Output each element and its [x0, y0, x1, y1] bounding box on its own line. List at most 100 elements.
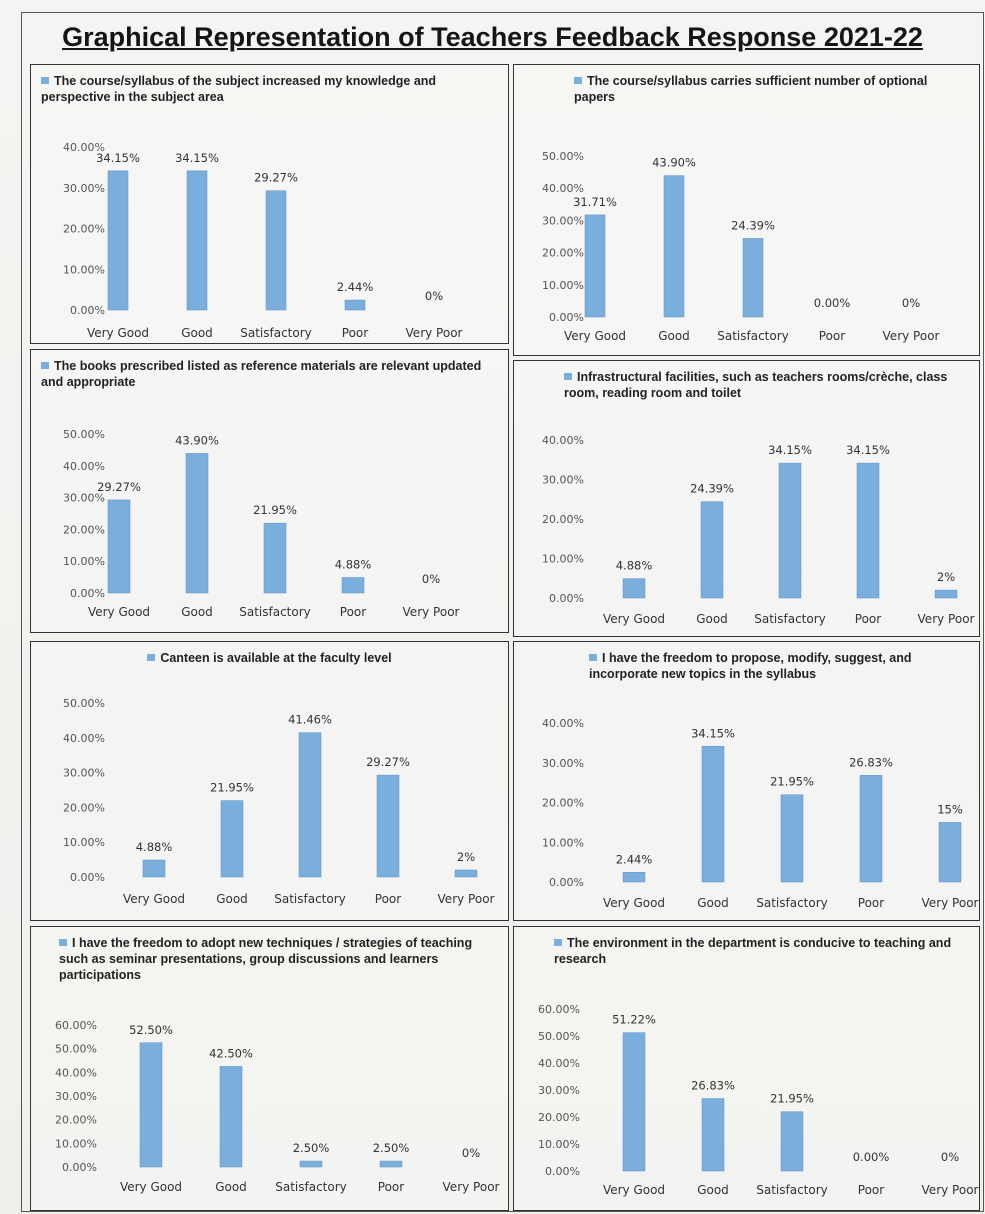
- y-tick-label: 30.00%: [63, 182, 105, 195]
- data-label: 0%: [425, 289, 443, 303]
- bar: [142, 859, 166, 878]
- bar-chart-infrastructure: 0.00% 10.00% 20.00% 30.00% 40.00% 4.88% Very G…: [542, 434, 974, 626]
- bar: [341, 577, 365, 594]
- x-tick-label: Poor: [375, 892, 401, 906]
- x-tick-label: Poor: [819, 329, 845, 343]
- chart-title: The course/syllabus of the subject incre…: [41, 73, 498, 105]
- data-label: 43.90%: [175, 433, 219, 447]
- bar: [299, 1160, 323, 1168]
- x-tick-label: Good: [216, 892, 248, 906]
- x-tick-label: Satisfactory: [754, 612, 826, 626]
- y-tick-label: 20.00%: [63, 523, 105, 536]
- y-tick-label: 0.00%: [549, 592, 584, 605]
- y-tick-label: 40.00%: [63, 460, 105, 473]
- legend-swatch-icon: [554, 939, 562, 946]
- bar: [934, 589, 958, 599]
- chart-title: I have the freedom to propose, modify, s…: [589, 650, 969, 682]
- chart-title-text: I have the freedom to adopt new techniqu…: [59, 936, 473, 982]
- y-tick-label: 0.00%: [62, 1161, 97, 1174]
- y-tick-label: 30.00%: [542, 214, 584, 227]
- y-tick-label: 40.00%: [63, 732, 105, 745]
- bar: [139, 1042, 163, 1168]
- data-label: 34.15%: [768, 443, 812, 457]
- data-label: 2.50%: [293, 1141, 330, 1155]
- chart-title-text: The environment in the department is con…: [554, 936, 952, 966]
- y-tick-label: 50.00%: [55, 1043, 97, 1056]
- chart-panel-syllabus-freedom: I have the freedom to propose, modify, s…: [513, 641, 980, 921]
- x-tick-label: Good: [215, 1180, 247, 1194]
- y-tick-label: 40.00%: [55, 1066, 97, 1079]
- x-tick-label: Very Good: [603, 1183, 665, 1197]
- x-tick-label: Satisfactory: [274, 892, 346, 906]
- y-tick-label: 10.00%: [542, 836, 584, 849]
- data-label: 52.50%: [129, 1023, 173, 1037]
- y-tick-label: 20.00%: [538, 1111, 580, 1124]
- chart-title-text: I have the freedom to propose, modify, s…: [589, 651, 912, 681]
- data-label: 24.39%: [731, 218, 775, 232]
- y-tick-label: 20.00%: [63, 223, 105, 236]
- y-tick-label: 10.00%: [55, 1137, 97, 1150]
- bar: [220, 800, 244, 878]
- x-tick-label: Poor: [858, 896, 884, 910]
- data-label: 2.44%: [337, 280, 374, 294]
- data-label: 26.83%: [691, 1079, 735, 1093]
- legend-swatch-icon: [147, 654, 156, 661]
- x-tick-label: Very Poor: [403, 605, 460, 619]
- y-tick-label: 0.00%: [545, 1165, 580, 1178]
- page-title: Graphical Representation of Teachers Fee…: [62, 22, 923, 52]
- bar: [298, 732, 322, 878]
- chart-panel-environment: The environment in the department is con…: [513, 926, 980, 1211]
- legend-swatch-icon: [59, 939, 67, 946]
- x-tick-label: Satisfactory: [240, 326, 312, 340]
- bar: [780, 1111, 804, 1172]
- y-tick-label: 10.00%: [63, 836, 105, 849]
- data-label: 4.88%: [136, 840, 173, 854]
- bar: [376, 774, 400, 878]
- data-label: 21.95%: [210, 781, 254, 795]
- data-label: 26.83%: [849, 755, 893, 769]
- y-tick-label: 40.00%: [542, 717, 584, 730]
- bar: [107, 170, 129, 311]
- y-tick-label: 20.00%: [542, 247, 584, 260]
- bar-chart-optional-papers: 0.00% 10.00% 20.00% 30.00% 40.00% 50.00% 31.71…: [542, 150, 939, 343]
- data-label: 29.27%: [254, 171, 298, 185]
- chart-title: Canteen is available at the faculty leve…: [41, 650, 498, 666]
- bar: [186, 170, 208, 311]
- x-tick-label: Poor: [340, 605, 366, 619]
- x-tick-label: Very Poor: [438, 892, 495, 906]
- legend-swatch-icon: [589, 654, 597, 661]
- y-tick-label: 30.00%: [63, 767, 105, 780]
- y-tick-label: 50.00%: [63, 428, 105, 441]
- y-tick-label: 50.00%: [63, 697, 105, 710]
- legend-swatch-icon: [564, 373, 572, 380]
- y-tick-label: 20.00%: [542, 797, 584, 810]
- data-label: 29.27%: [97, 480, 141, 494]
- y-tick-label: 50.00%: [538, 1030, 580, 1043]
- x-tick-label: Good: [696, 612, 728, 626]
- x-tick-label: Poor: [858, 1183, 884, 1197]
- x-tick-label: Satisfactory: [756, 1183, 828, 1197]
- y-tick-label: 20.00%: [63, 801, 105, 814]
- x-tick-label: Very Poor: [406, 326, 463, 340]
- data-label: 43.90%: [652, 156, 696, 170]
- y-tick-label: 40.00%: [63, 141, 105, 154]
- y-tick-label: 10.00%: [63, 555, 105, 568]
- data-label: 51.22%: [612, 1013, 656, 1027]
- y-tick-label: 50.00%: [542, 150, 584, 163]
- x-tick-label: Very Poor: [443, 1180, 500, 1194]
- bar: [778, 462, 802, 599]
- bar: [663, 175, 685, 318]
- bar: [107, 499, 131, 594]
- y-tick-label: 20.00%: [542, 513, 584, 526]
- x-tick-label: Very Poor: [922, 1183, 979, 1197]
- bar-chart-canteen: 0.00% 10.00% 20.00% 30.00% 40.00% 50.00% 4.88%…: [63, 697, 495, 906]
- y-tick-label: 60.00%: [538, 1003, 580, 1016]
- data-label: 4.88%: [616, 559, 653, 573]
- x-tick-label: Satisfactory: [756, 896, 828, 910]
- y-tick-label: 30.00%: [55, 1090, 97, 1103]
- data-label: 2%: [937, 570, 955, 584]
- chart-title-text: The course/syllabus carries sufficient n…: [574, 74, 928, 104]
- legend-swatch-icon: [41, 362, 49, 369]
- page-frame: [21, 12, 984, 1212]
